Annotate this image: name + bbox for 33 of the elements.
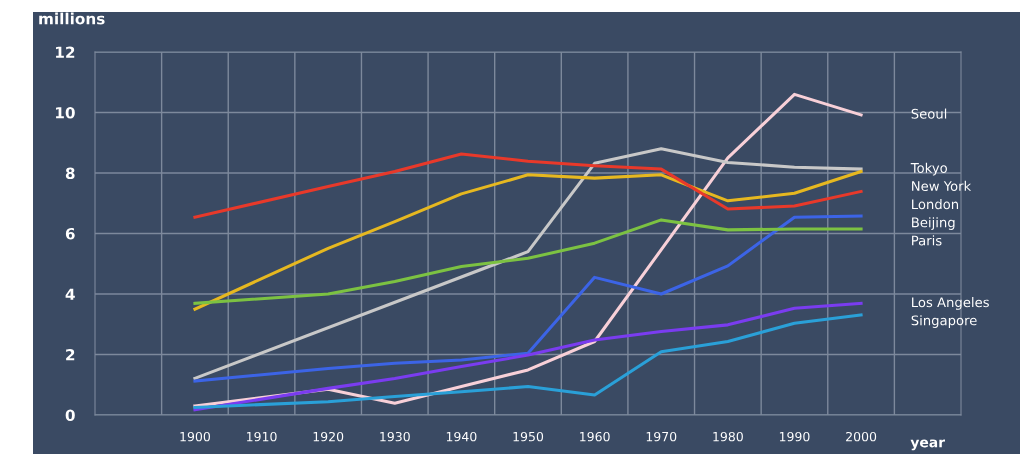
x-tick-label: 2000 (846, 431, 877, 442)
text: Beijing (912, 217, 955, 230)
line-series (193, 214, 863, 383)
text: London (912, 198, 959, 210)
line-series (193, 218, 863, 305)
text: Seoul (911, 108, 947, 119)
x-tick-label: 1990 (779, 431, 810, 442)
line-series (193, 147, 863, 380)
text: New York (912, 180, 972, 192)
x-tick-label: 1970 (646, 431, 677, 442)
y-axis-title: millions (39, 12, 105, 25)
x-tick-label: 1950 (513, 431, 544, 442)
y-tick-label: 6 (65, 227, 75, 240)
y-tick-label: 8 (65, 167, 75, 180)
y-tick-label: 0 (65, 409, 75, 422)
x-tick-label: 1980 (713, 431, 743, 442)
y-tick-label: 4 (65, 288, 75, 300)
text: Singapore (911, 315, 977, 328)
x-axis-title: year (910, 439, 945, 451)
x-tick-label: 1920 (313, 431, 344, 442)
y-tick-label: 2 (66, 348, 75, 361)
text: Paris (912, 235, 942, 246)
x-tick-label: 1900 (180, 431, 210, 442)
text: Tokyo (910, 162, 947, 176)
x-tick-label: 1940 (446, 431, 477, 442)
x-tick-label: 1960 (580, 431, 610, 442)
line-series (193, 152, 863, 219)
x-tick-label: 1930 (380, 431, 410, 442)
text: Los Angeles (912, 296, 989, 310)
line-series (193, 169, 863, 311)
y-tick-label: 10 (56, 106, 75, 119)
x-tick-label: 1910 (247, 431, 277, 442)
y-tick-label: 12 (56, 46, 75, 58)
